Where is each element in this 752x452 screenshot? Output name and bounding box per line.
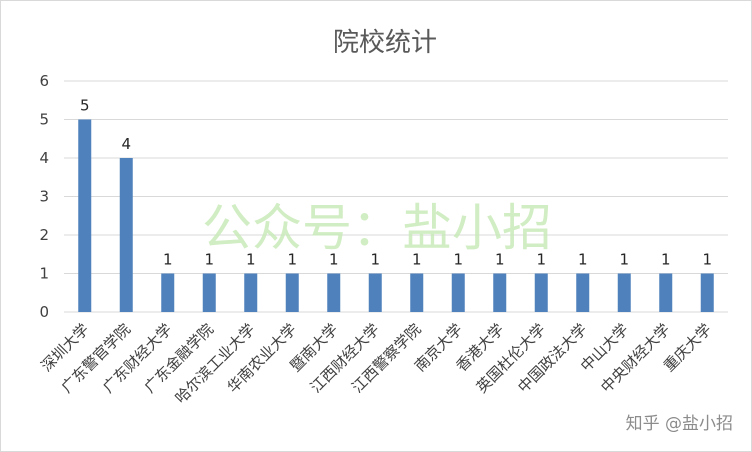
y-tick-label: 3	[39, 188, 49, 206]
y-tick-label: 4	[39, 149, 49, 167]
bar	[451, 273, 465, 312]
y-tick-label: 2	[39, 226, 49, 244]
bar	[576, 273, 590, 312]
data-label: 4	[121, 135, 131, 153]
data-label: 1	[619, 251, 629, 269]
bar	[410, 273, 424, 312]
data-label: 1	[702, 251, 712, 269]
bar-layer	[78, 119, 714, 312]
data-label: 1	[453, 251, 463, 269]
data-label-layer: 5 4 1 1 1 1 1 1 1 1 1 1 1 1 1 1	[80, 97, 712, 269]
data-label: 1	[536, 251, 546, 269]
bar	[617, 273, 631, 312]
data-label: 1	[578, 251, 588, 269]
bar	[285, 273, 299, 312]
x-axis: 深圳大学广东警官学院广东财经大学广东金融学院哈尔滨工业大学华南农业大学暨南大学江…	[37, 320, 715, 407]
grid-layer	[64, 80, 728, 313]
bar	[368, 273, 382, 312]
bar	[78, 119, 92, 312]
data-label: 1	[495, 251, 505, 269]
bar	[202, 273, 216, 312]
credit-text: 知乎 @盐小招	[626, 414, 733, 434]
watermark: 公众号：盐小招	[202, 199, 552, 257]
y-tick-label: 5	[39, 111, 49, 129]
bar	[493, 273, 507, 312]
bar	[659, 273, 673, 312]
bar	[119, 158, 133, 312]
data-label: 1	[661, 251, 671, 269]
data-label: 1	[287, 251, 297, 269]
bar	[534, 273, 548, 312]
data-label: 1	[329, 251, 339, 269]
data-label: 1	[412, 251, 422, 269]
y-tick-label: 1	[39, 265, 49, 283]
y-tick-label: 6	[39, 72, 49, 90]
y-tick-label: 0	[39, 303, 49, 321]
y-axis: 0 1 2 3 4 5 6	[39, 72, 49, 321]
chart-title: 院校统计	[333, 28, 437, 58]
data-label: 1	[163, 251, 173, 269]
bar	[327, 273, 341, 312]
data-label: 5	[80, 97, 90, 115]
data-label: 1	[246, 251, 256, 269]
data-label: 1	[370, 251, 380, 269]
bar	[244, 273, 258, 312]
bar	[700, 273, 714, 312]
data-label: 1	[204, 251, 214, 269]
bar	[161, 273, 175, 312]
